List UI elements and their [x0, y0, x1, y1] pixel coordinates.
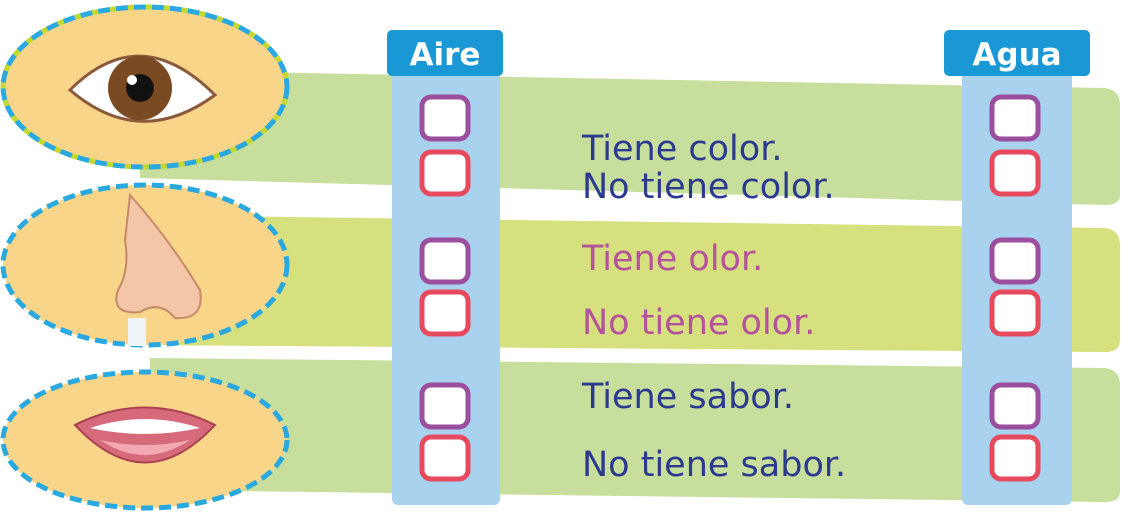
checkbox[interactable] [989, 434, 1041, 482]
statement: Tiene color. [581, 129, 783, 169]
checkbox[interactable] [419, 434, 471, 482]
checkbox[interactable] [989, 289, 1041, 337]
column-header-label: Aire [410, 37, 481, 73]
statement: No tiene olor. [582, 303, 815, 343]
eye-icon [0, 4, 290, 170]
statement: No tiene sabor. [582, 445, 846, 485]
checkbox[interactable] [419, 289, 471, 337]
checkbox[interactable] [989, 149, 1041, 197]
checkbox[interactable] [419, 149, 471, 197]
band [140, 70, 1120, 205]
statement: Tiene sabor. [581, 377, 794, 417]
checkbox[interactable] [419, 94, 471, 142]
checkbox[interactable] [419, 237, 471, 285]
statement: No tiene color. [582, 167, 835, 207]
checkbox[interactable] [989, 382, 1041, 430]
statement: Tiene olor. [581, 239, 763, 279]
nose-icon [0, 182, 290, 348]
checkbox[interactable] [989, 237, 1041, 285]
column-header [387, 30, 503, 76]
mouth-icon [0, 369, 290, 511]
band [140, 215, 1120, 352]
checkbox[interactable] [989, 94, 1041, 142]
column-header [944, 30, 1090, 76]
checkbox[interactable] [419, 382, 471, 430]
column-header-label: Agua [972, 37, 1061, 73]
